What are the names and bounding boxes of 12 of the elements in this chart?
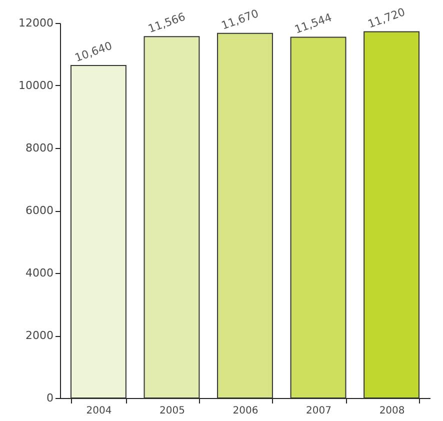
y-tick-label: 8000 xyxy=(26,142,54,154)
y-tick-label: 0 xyxy=(46,392,54,404)
y-tick-label: 12000 xyxy=(18,16,54,30)
y-tick-label: 6000 xyxy=(26,204,54,217)
y-tick-label: 4000 xyxy=(26,266,54,280)
x-tick-label: 2006 xyxy=(232,406,258,416)
x-tick-label: 2004 xyxy=(86,406,112,416)
x-tick-label: 2007 xyxy=(306,406,332,416)
x-tick-label: 2008 xyxy=(379,406,405,416)
x-tick-label: 2005 xyxy=(160,406,185,416)
y-tick-label: 2000 xyxy=(26,329,54,342)
y-tick-label: 10000 xyxy=(18,79,54,92)
